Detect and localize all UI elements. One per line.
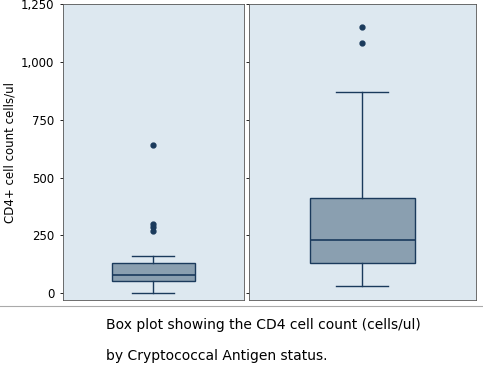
- Text: Box plot showing the CD4 cell count (cells/ul): Box plot showing the CD4 cell count (cel…: [106, 318, 421, 332]
- Title: POSITIVE: POSITIVE: [124, 0, 183, 3]
- PathPatch shape: [112, 263, 195, 281]
- Title: NEGATIVE: NEGATIVE: [329, 0, 395, 3]
- Text: Figure 2: Figure 2: [21, 338, 83, 351]
- Y-axis label: CD4+ cell count cells/ul: CD4+ cell count cells/ul: [4, 82, 17, 223]
- Text: by Cryptococcal Antigen status.: by Cryptococcal Antigen status.: [106, 349, 328, 363]
- PathPatch shape: [310, 198, 414, 263]
